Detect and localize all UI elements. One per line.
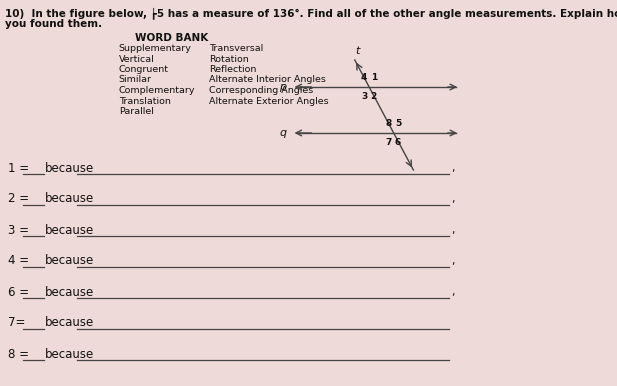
Text: Transversal: Transversal <box>209 44 263 53</box>
Text: Supplementary: Supplementary <box>118 44 192 53</box>
Text: Corresponding Angles: Corresponding Angles <box>209 86 313 95</box>
Text: ,: , <box>451 163 455 173</box>
Text: 1 =: 1 = <box>7 161 28 174</box>
Text: 2: 2 <box>370 92 376 101</box>
Text: ,: , <box>451 225 455 235</box>
Text: 7=: 7= <box>7 317 25 330</box>
Text: Translation: Translation <box>118 96 171 105</box>
Text: Congruent: Congruent <box>118 65 169 74</box>
Text: ,: , <box>451 256 455 266</box>
Text: you found them.: you found them. <box>6 19 102 29</box>
Text: because: because <box>45 161 94 174</box>
Text: Parallel: Parallel <box>118 107 154 116</box>
Text: because: because <box>45 286 94 298</box>
Text: 6 =: 6 = <box>7 286 28 298</box>
Text: 7: 7 <box>386 138 392 147</box>
Text: ,: , <box>451 194 455 204</box>
Text: q: q <box>280 128 286 138</box>
Text: WORD BANK: WORD BANK <box>135 33 208 43</box>
Text: Rotation: Rotation <box>209 54 249 64</box>
Text: t: t <box>355 46 360 56</box>
Text: 10)  In the figure below, ┢5 has a measure of 136°. Find all of the other angle : 10) In the figure below, ┢5 has a measur… <box>6 7 617 19</box>
Text: because: because <box>45 254 94 267</box>
Text: ,: , <box>451 287 455 297</box>
Text: Complementary: Complementary <box>118 86 195 95</box>
Text: 2 =: 2 = <box>7 193 28 205</box>
Text: because: because <box>45 347 94 361</box>
Text: p: p <box>280 82 286 92</box>
Text: Alternate Interior Angles: Alternate Interior Angles <box>209 76 326 85</box>
Text: Vertical: Vertical <box>118 54 154 64</box>
Text: Similar: Similar <box>118 76 152 85</box>
Text: 6: 6 <box>394 138 400 147</box>
Text: because: because <box>45 317 94 330</box>
Text: 4 =: 4 = <box>7 254 28 267</box>
Text: 3: 3 <box>362 92 368 101</box>
Text: because: because <box>45 193 94 205</box>
Text: 4: 4 <box>360 73 367 82</box>
Text: Reflection: Reflection <box>209 65 256 74</box>
Text: 5: 5 <box>395 119 402 128</box>
Text: because: because <box>45 223 94 237</box>
Text: 3 =: 3 = <box>7 223 28 237</box>
Text: Alternate Exterior Angles: Alternate Exterior Angles <box>209 96 329 105</box>
Text: 8 =: 8 = <box>7 347 28 361</box>
Text: 1: 1 <box>371 73 377 82</box>
Text: 8: 8 <box>385 119 391 128</box>
